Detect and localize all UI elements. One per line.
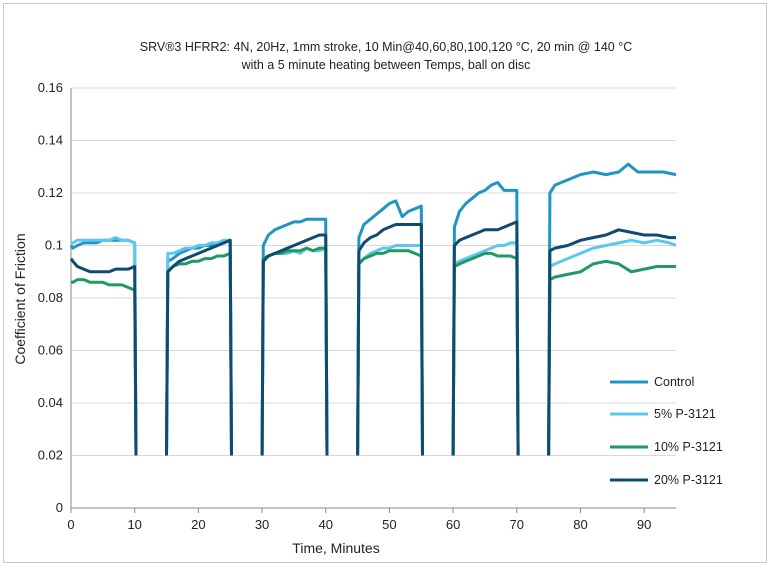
legend: Control 5% P-3121 10% P-3121 20% P-3121 [610,375,723,487]
x-tick-label: 60 [446,517,460,532]
x-tick-label: 10 [127,517,141,532]
series-line-segment [260,246,329,456]
x-tick-label: 20 [191,517,205,532]
series-line-segment [356,249,424,456]
x-axis-ticks: 0 10 20 30 40 50 60 70 80 90 [67,517,651,532]
series-line-segment [165,238,233,456]
series-lines [69,162,677,456]
legend-label: Control [654,375,694,389]
legend-label: 20% P-3121 [654,473,723,487]
series-line-segment [71,236,138,456]
axes [70,88,676,513]
x-tick-label: 40 [319,517,333,532]
y-axis-ticks: 0 0.02 0.04 0.06 0.08 0.1 0.12 0.14 0.16 [38,80,63,515]
series-line-segment [260,217,329,456]
series-2 [71,246,676,456]
series-line-segment [451,251,520,456]
x-tick-label: 80 [573,517,587,532]
y-tick-label: 0.02 [38,448,63,463]
series-line-segment [165,251,233,456]
series-line-segment [451,220,520,456]
y-tick-label: 0.06 [38,343,63,358]
y-tick-label: 0.08 [38,290,63,305]
y-tick-label: 0.12 [38,185,63,200]
x-axis-label: Time, Minutes [292,540,379,556]
x-tick-label: 90 [637,517,651,532]
chart-title-line-1: SRV®3 HFRR2: 4N, 20Hz, 1mm stroke, 10 Mi… [140,40,633,54]
y-tick-label: 0 [56,500,63,515]
series-3 [69,220,676,456]
series-line-segment [165,238,233,456]
series-line-segment [356,199,424,456]
series-line-segment [69,257,138,456]
series-line-segment [451,181,520,456]
x-tick-label: 70 [510,517,524,532]
y-tick-label: 0.04 [38,395,63,410]
grid-lines [71,87,676,456]
x-tick-label: 30 [255,517,269,532]
y-tick-label: 0.1 [45,238,63,253]
series-line-segment [260,246,329,456]
y-axis-label: Coefficient of Friction [12,233,28,364]
series-line-segment [547,162,677,456]
series-line-segment [547,238,677,456]
y-tick-label: 0.16 [38,80,63,95]
series-line-segment [356,223,424,456]
series-line-segment [71,278,138,456]
legend-label: 5% P-3121 [654,407,716,421]
series-line-segment [165,238,233,456]
series-line-segment [260,233,329,456]
chart-title-line-2: with a 5 minute heating between Temps, b… [241,58,531,72]
line-chart: SRV®3 HFRR2: 4N, 20Hz, 1mm stroke, 10 Mi… [12,40,723,556]
series-line-segment [451,241,520,456]
x-tick-label: 0 [67,517,74,532]
chart-frame: SRV®3 HFRR2: 4N, 20Hz, 1mm stroke, 10 Mi… [3,3,767,563]
series-line-segment [547,259,676,456]
legend-label: 10% P-3121 [654,440,723,454]
series-line-segment [547,228,676,456]
x-tick-label: 50 [382,517,396,532]
y-tick-label: 0.14 [38,133,63,148]
series-0 [69,162,677,456]
